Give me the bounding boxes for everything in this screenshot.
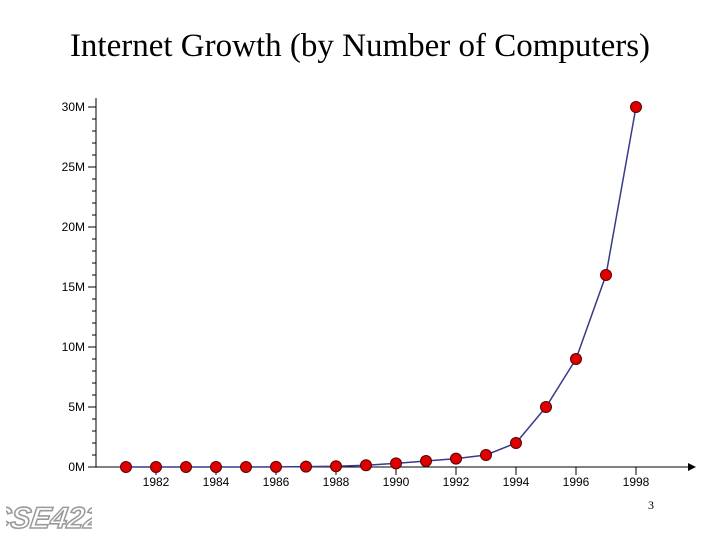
- y-axis-ticks: 0M 5M 10M 15M 20M 25M 30M: [62, 100, 96, 474]
- y-tick-label: 5M: [68, 400, 85, 414]
- page-number: 3: [648, 498, 654, 512]
- data-point: [630, 101, 642, 113]
- data-point: [210, 461, 222, 473]
- x-tick-label: 1994: [503, 475, 530, 489]
- data-point: [240, 461, 252, 473]
- data-point: [270, 460, 282, 473]
- data-point: [600, 269, 612, 281]
- data-point: [150, 461, 162, 473]
- data-point: [180, 461, 192, 473]
- data-series: [120, 101, 642, 473]
- data-point: [480, 449, 492, 461]
- data-point: [540, 401, 552, 413]
- y-tick-label: 0M: [68, 460, 85, 474]
- chart-title: Internet Growth (by Number of Computers): [69, 28, 651, 64]
- y-tick-label: 10M: [62, 340, 85, 354]
- data-point: [510, 437, 522, 449]
- x-tick-label: 1990: [383, 475, 410, 489]
- series-line: [126, 106, 637, 468]
- y-tick-label: 25M: [62, 160, 85, 174]
- x-tick-label: 1984: [203, 475, 230, 489]
- y-tick-label: 20M: [62, 220, 85, 234]
- y-tick-label: 30M: [62, 100, 85, 114]
- data-point: [390, 457, 402, 470]
- x-tick-label: 1986: [263, 475, 290, 489]
- x-tick-label: 1996: [563, 475, 590, 489]
- x-axis-arrow: [688, 463, 696, 471]
- logo-text: CSE422: [6, 502, 92, 535]
- x-tick-label: 1982: [143, 475, 170, 489]
- x-tick-label: 1992: [443, 475, 470, 489]
- x-axis-ticks: 1982 1984 1986 1988 1990 1992 1994 1996 1998: [143, 467, 650, 489]
- x-tick-label: 1998: [623, 475, 650, 489]
- data-point: [570, 353, 582, 365]
- y-tick-label: 15M: [62, 280, 85, 294]
- data-point: [330, 460, 342, 473]
- x-tick-label: 1988: [323, 475, 350, 489]
- data-point: [120, 461, 132, 473]
- data-point: [420, 455, 432, 467]
- data-point: [360, 459, 372, 472]
- axes: [92, 98, 696, 471]
- data-point: [300, 460, 312, 473]
- data-point: [450, 452, 462, 465]
- cse422-logo: CSE422: [6, 501, 92, 535]
